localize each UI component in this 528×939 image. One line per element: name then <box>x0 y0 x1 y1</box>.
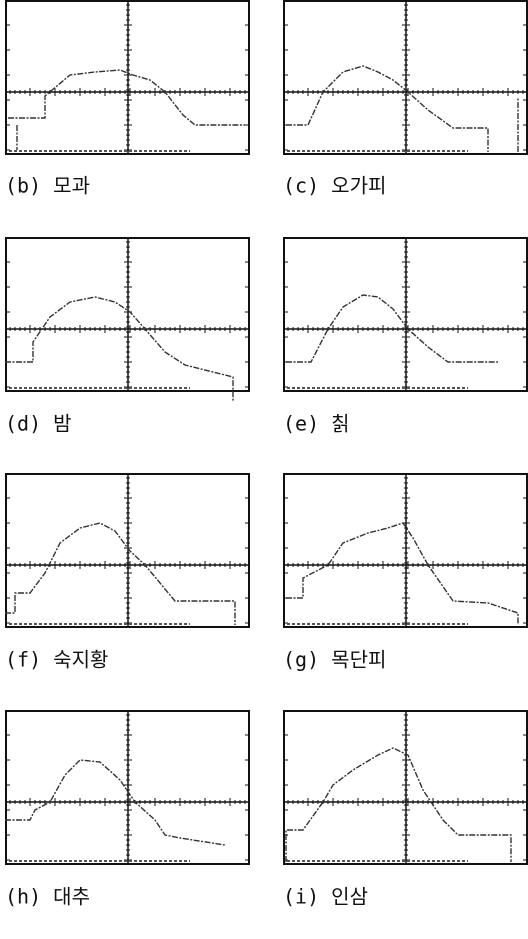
scope-panel <box>283 710 528 865</box>
scope-panel <box>5 710 250 865</box>
caption: (g) 목단피 <box>283 648 386 672</box>
caption: (f) 숙지황 <box>5 648 108 672</box>
scope-panel <box>283 237 528 392</box>
scope-panel <box>283 473 528 628</box>
caption: (b) 모과 <box>5 174 90 198</box>
caption: (i) 인삼 <box>283 885 368 909</box>
caption: (d) 밤 <box>5 412 72 436</box>
figure: (b) 모과 (c) 오가피 (d) 밤 (e) 칡 (f) 숙지황 (g) 목… <box>0 0 528 939</box>
caption: (e) 칡 <box>283 412 350 436</box>
scope-panel <box>5 473 250 628</box>
caption: (h) 대추 <box>5 885 90 909</box>
scope-panel <box>5 237 250 402</box>
scope-panel <box>283 0 528 155</box>
scope-panel <box>5 0 250 155</box>
caption: (c) 오가피 <box>283 174 386 198</box>
